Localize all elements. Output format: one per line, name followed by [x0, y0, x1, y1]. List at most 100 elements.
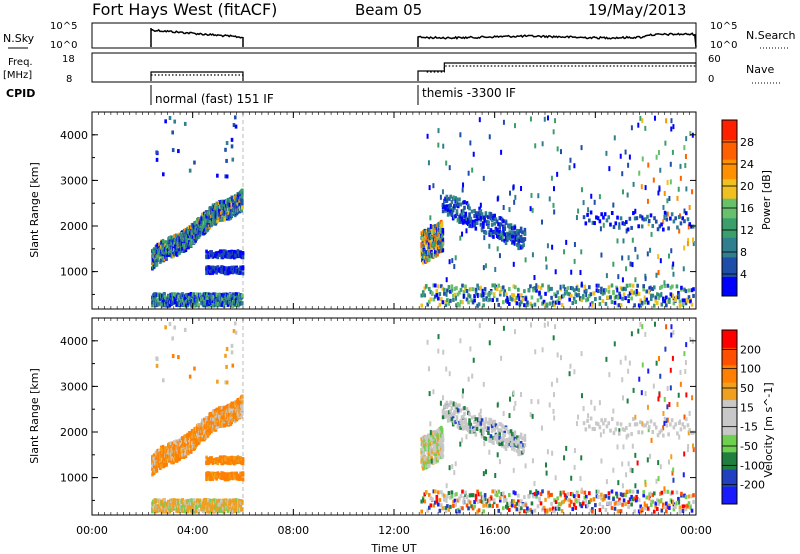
- data-cell: [495, 227, 499, 232]
- data-cell: [470, 287, 473, 292]
- data-cell: [468, 294, 472, 299]
- data-cell: [427, 241, 431, 246]
- data-cell: [432, 183, 435, 189]
- data-cell: [240, 407, 244, 412]
- data-cell: [225, 158, 228, 163]
- data-cell: [568, 297, 572, 302]
- data-cell: [666, 179, 669, 185]
- data-cell: [483, 291, 487, 296]
- data-cell: [181, 292, 184, 297]
- data-cell: [225, 141, 229, 146]
- data-cell: [677, 215, 681, 220]
- data-cell: [601, 291, 605, 296]
- data-cell: [155, 464, 159, 469]
- data-cell: [424, 490, 428, 495]
- data-cell: [602, 215, 605, 220]
- data-cell: [423, 461, 427, 466]
- data-cell: [445, 160, 448, 166]
- data-cell: [653, 115, 656, 121]
- data-cell: [240, 293, 244, 298]
- data-cell: [238, 405, 241, 410]
- data-cell: [181, 498, 184, 503]
- data-cell: [609, 222, 612, 227]
- data-cell: [231, 498, 235, 503]
- cpid-row: CPID normal (fast) 151 IF themis -3300 I…: [6, 85, 516, 106]
- data-cell: [654, 219, 658, 224]
- data-cell: [562, 284, 565, 289]
- data-cell: [512, 284, 516, 289]
- data-cell: [692, 287, 695, 292]
- data-cell: [498, 431, 502, 436]
- data-cell: [487, 426, 490, 431]
- data-cell: [597, 283, 600, 288]
- data-cell: [683, 219, 686, 224]
- data-cell: [492, 234, 495, 239]
- data-cell: [579, 270, 582, 276]
- colorbar-swatch: [722, 256, 737, 277]
- data-cell: [560, 294, 564, 299]
- data-cell: [151, 509, 154, 514]
- data-cell: [530, 192, 533, 198]
- data-cell: [659, 258, 662, 264]
- data-cell: [440, 284, 443, 289]
- data-cell: [592, 291, 596, 296]
- data-cell: [508, 207, 511, 213]
- data-cell: [441, 300, 445, 305]
- data-cell: [441, 286, 445, 291]
- data-cell: [216, 201, 219, 206]
- data-cell: [511, 297, 514, 302]
- data-cell: [613, 135, 616, 141]
- data-cell: [163, 251, 167, 256]
- data-cell: [569, 157, 572, 163]
- data-cell: [217, 216, 220, 221]
- data-cell: [646, 251, 649, 257]
- data-cell: [200, 505, 203, 510]
- data-cell: [618, 291, 621, 296]
- data-cell: [165, 461, 168, 466]
- data-cell: [175, 302, 178, 307]
- data-cell: [231, 509, 235, 514]
- data-cell: [512, 184, 515, 190]
- data-cell: [463, 411, 466, 416]
- data-cell: [220, 199, 224, 204]
- data-cell: [640, 184, 643, 190]
- data-cell: [202, 509, 206, 514]
- data-cell: [455, 418, 459, 423]
- data-cell: [440, 243, 443, 249]
- data-cell: [205, 500, 209, 505]
- data-cell: [637, 224, 640, 229]
- data-cell: [622, 292, 626, 297]
- data-cell: [179, 499, 182, 504]
- data-cell: [427, 232, 431, 237]
- data-cell: [221, 409, 225, 414]
- data-cell: [533, 302, 537, 307]
- data-cell: [166, 454, 170, 459]
- data-cell: [628, 291, 632, 296]
- data-cell: [159, 464, 163, 469]
- data-cell: [239, 499, 243, 504]
- data-cell: [213, 503, 217, 508]
- data-cell: [500, 285, 504, 290]
- data-cell: [187, 234, 190, 239]
- data-cell: [474, 226, 478, 231]
- data-cell: [160, 300, 164, 305]
- data-cell: [686, 241, 689, 247]
- data-cell: [546, 115, 549, 121]
- data-cell: [231, 292, 235, 297]
- data-cell: [217, 422, 220, 427]
- data-cell: [556, 146, 559, 152]
- data-cell: [220, 292, 224, 297]
- data-cell: [467, 300, 470, 305]
- data-cell: [469, 422, 473, 427]
- data-cell: [190, 443, 194, 448]
- data-cell: [509, 295, 513, 300]
- data-cell: [460, 217, 464, 222]
- data-cell: [458, 197, 461, 202]
- data-cell: [484, 417, 488, 422]
- data-cell: [605, 273, 608, 279]
- data-cell: [605, 218, 609, 223]
- data-cell: [435, 293, 439, 298]
- data-cell: [625, 220, 628, 225]
- data-cell: [531, 207, 534, 213]
